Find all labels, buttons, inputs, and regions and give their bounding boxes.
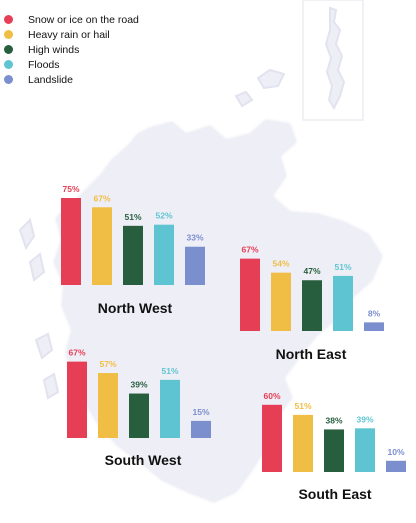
legend-label: Floods (28, 58, 60, 71)
data-label-north-west-floods: 52% (155, 211, 172, 221)
bar-south-west-floods (160, 379, 180, 438)
data-label-south-east-high-winds: 38% (325, 415, 342, 425)
data-label-south-east-landslide: 10% (387, 447, 404, 457)
bar-south-west-high-winds (129, 393, 149, 438)
bar-group-south-west: 67% 57% 39% 51% 15% (67, 348, 211, 438)
legend-item-heavy-rain: Heavy rain or hail (4, 27, 139, 42)
legend-item-snow-ice: Snow or ice on the road (4, 12, 139, 27)
bar-south-west-landslide (191, 420, 211, 438)
region-label-south-east: South East (298, 486, 371, 502)
bar-north-west-snow-ice (61, 198, 81, 285)
data-label-north-west-snow-ice: 75% (62, 184, 79, 194)
bar-north-east-floods (333, 275, 353, 331)
bar-north-west-high-winds (123, 225, 143, 285)
data-label-north-west-heavy-rain: 67% (93, 193, 110, 203)
bar-north-east-heavy-rain (271, 272, 291, 331)
bar-group-north-west: 75% 67% 51% 52% 33% (61, 184, 205, 285)
bars-layer: 75% 67% 51% 52% 33% 67% 54% 47% 51% 8% 67% 57% 39% 51… (61, 184, 406, 472)
legend-swatch (4, 30, 13, 39)
bar-south-east-landslide (386, 460, 406, 472)
bar-north-east-snow-ice (240, 258, 260, 331)
data-label-south-east-heavy-rain: 51% (294, 401, 311, 411)
data-label-north-east-floods: 51% (334, 262, 351, 272)
data-label-north-east-high-winds: 47% (303, 266, 320, 276)
data-label-north-east-landslide: 8% (368, 308, 381, 318)
bar-north-east-high-winds (302, 280, 322, 331)
data-label-south-east-floods: 39% (356, 414, 373, 424)
legend-item-landslide: Landslide (4, 72, 139, 87)
data-label-south-west-high-winds: 39% (130, 380, 147, 390)
data-label-south-west-floods: 51% (161, 366, 178, 376)
bar-north-west-floods (154, 224, 174, 285)
bar-group-south-east: 60% 51% 38% 39% 10% (262, 391, 406, 472)
bar-north-east-landslide (364, 322, 384, 331)
islands (18, 68, 286, 400)
region-label-north-west: North West (98, 300, 173, 316)
bar-south-east-high-winds (324, 429, 344, 472)
data-label-north-east-snow-ice: 67% (241, 245, 258, 255)
data-label-north-west-high-winds: 51% (124, 212, 141, 222)
bar-south-east-heavy-rain (293, 414, 313, 472)
bar-north-west-landslide (185, 246, 205, 285)
legend-label: Landslide (28, 73, 73, 86)
data-label-south-west-snow-ice: 67% (68, 348, 85, 358)
legend-item-high-winds: High winds (4, 42, 139, 57)
legend-swatch (4, 60, 13, 69)
data-label-south-east-snow-ice: 60% (263, 391, 280, 401)
data-label-south-west-heavy-rain: 57% (99, 359, 116, 369)
data-label-north-east-heavy-rain: 54% (272, 259, 289, 269)
bar-south-west-snow-ice (67, 361, 87, 438)
region-label-south-west: South West (105, 452, 182, 468)
bar-south-east-snow-ice (262, 404, 282, 472)
legend-swatch (4, 15, 13, 24)
shetland-shape (324, 6, 346, 111)
bar-south-west-heavy-rain (98, 373, 118, 438)
legend: Snow or ice on the road Heavy rain or ha… (4, 12, 139, 87)
legend-swatch (4, 45, 13, 54)
data-label-south-west-landslide: 15% (192, 407, 209, 417)
bar-group-north-east: 67% 54% 47% 51% 8% (240, 245, 384, 331)
data-label-north-west-landslide: 33% (186, 233, 203, 243)
bar-south-east-floods (355, 428, 375, 472)
bar-north-west-heavy-rain (92, 207, 112, 285)
legend-label: Heavy rain or hail (28, 28, 110, 41)
legend-label: High winds (28, 43, 80, 56)
legend-label: Snow or ice on the road (28, 13, 139, 26)
region-label-north-east: North East (276, 346, 347, 362)
legend-swatch (4, 75, 13, 84)
legend-item-floods: Floods (4, 57, 139, 72)
